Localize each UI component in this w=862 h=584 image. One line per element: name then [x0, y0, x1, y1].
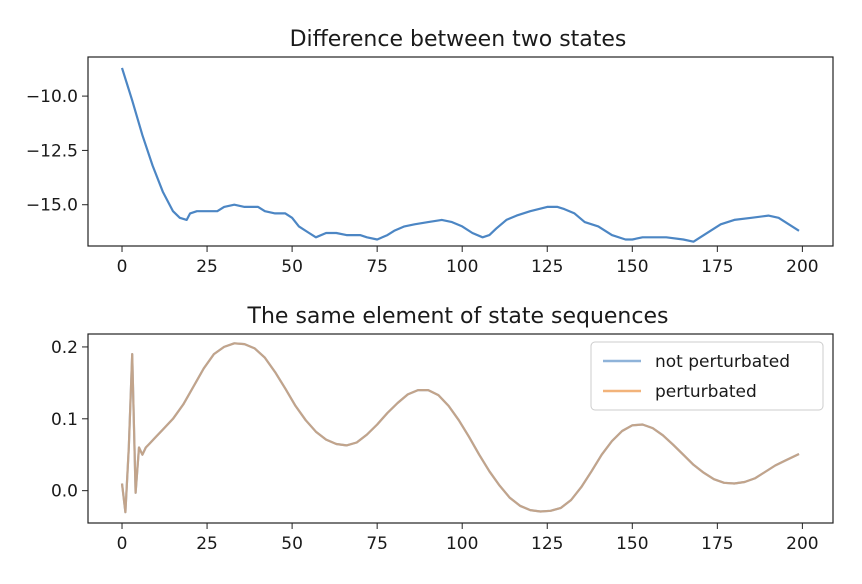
x-tick-label: 50	[281, 257, 303, 277]
x-tick-label: 100	[446, 257, 478, 277]
x-tick-label: 175	[701, 534, 733, 554]
x-tick-label: 0	[117, 534, 128, 554]
x-tick-label: 25	[196, 534, 218, 554]
x-tick-label: 150	[616, 534, 648, 554]
plot-area: 0 25 50 75 100 125 150 175 200 −10.0 −12.5 −15.0	[26, 67, 819, 277]
series-line-perturbated	[120, 342, 800, 514]
y-tick-label: 0.2	[51, 338, 78, 358]
x-tick-label: 200	[786, 257, 818, 277]
y-tick-label: 0.0	[51, 482, 78, 502]
x-tick-label: 125	[531, 257, 563, 277]
x-tick-label: 25	[196, 257, 218, 277]
y-tick-label: −12.5	[26, 141, 78, 161]
x-tick-label: 75	[366, 534, 388, 554]
plot-area: 0 25 50 75 100 125 150 175 200 0.0 0.1 0.2	[51, 338, 819, 554]
chart-title: The same element of state sequences	[247, 304, 669, 329]
x-tick-label: 0	[117, 257, 128, 277]
legend-label-perturbated: perturbated	[655, 382, 757, 402]
x-tick-label: 150	[616, 257, 648, 277]
series-line-0	[120, 67, 800, 243]
y-tick-label: −10.0	[26, 87, 78, 107]
x-tick-label: 50	[281, 534, 303, 554]
y-tick-label: 0.1	[51, 410, 78, 430]
legend: not perturbated perturbated	[590, 341, 824, 411]
x-tick-label: 200	[786, 534, 818, 554]
axes-frame	[87, 56, 834, 247]
legend-box	[590, 341, 824, 411]
legend-label-not-perturbated: not perturbated	[655, 352, 790, 372]
axes-frame	[87, 333, 834, 524]
x-tick-label: 75	[366, 257, 388, 277]
x-tick-label: 175	[701, 257, 733, 277]
subplot-difference: Difference between two states 0 25 50 75 100…	[26, 27, 834, 277]
chart-title: Difference between two states	[290, 27, 627, 52]
x-tick-label: 100	[446, 534, 478, 554]
subplot-same-element: The same element of state sequences 0 25 5…	[51, 304, 834, 554]
y-tick-label: −15.0	[26, 196, 78, 216]
x-tick-label: 125	[531, 534, 563, 554]
